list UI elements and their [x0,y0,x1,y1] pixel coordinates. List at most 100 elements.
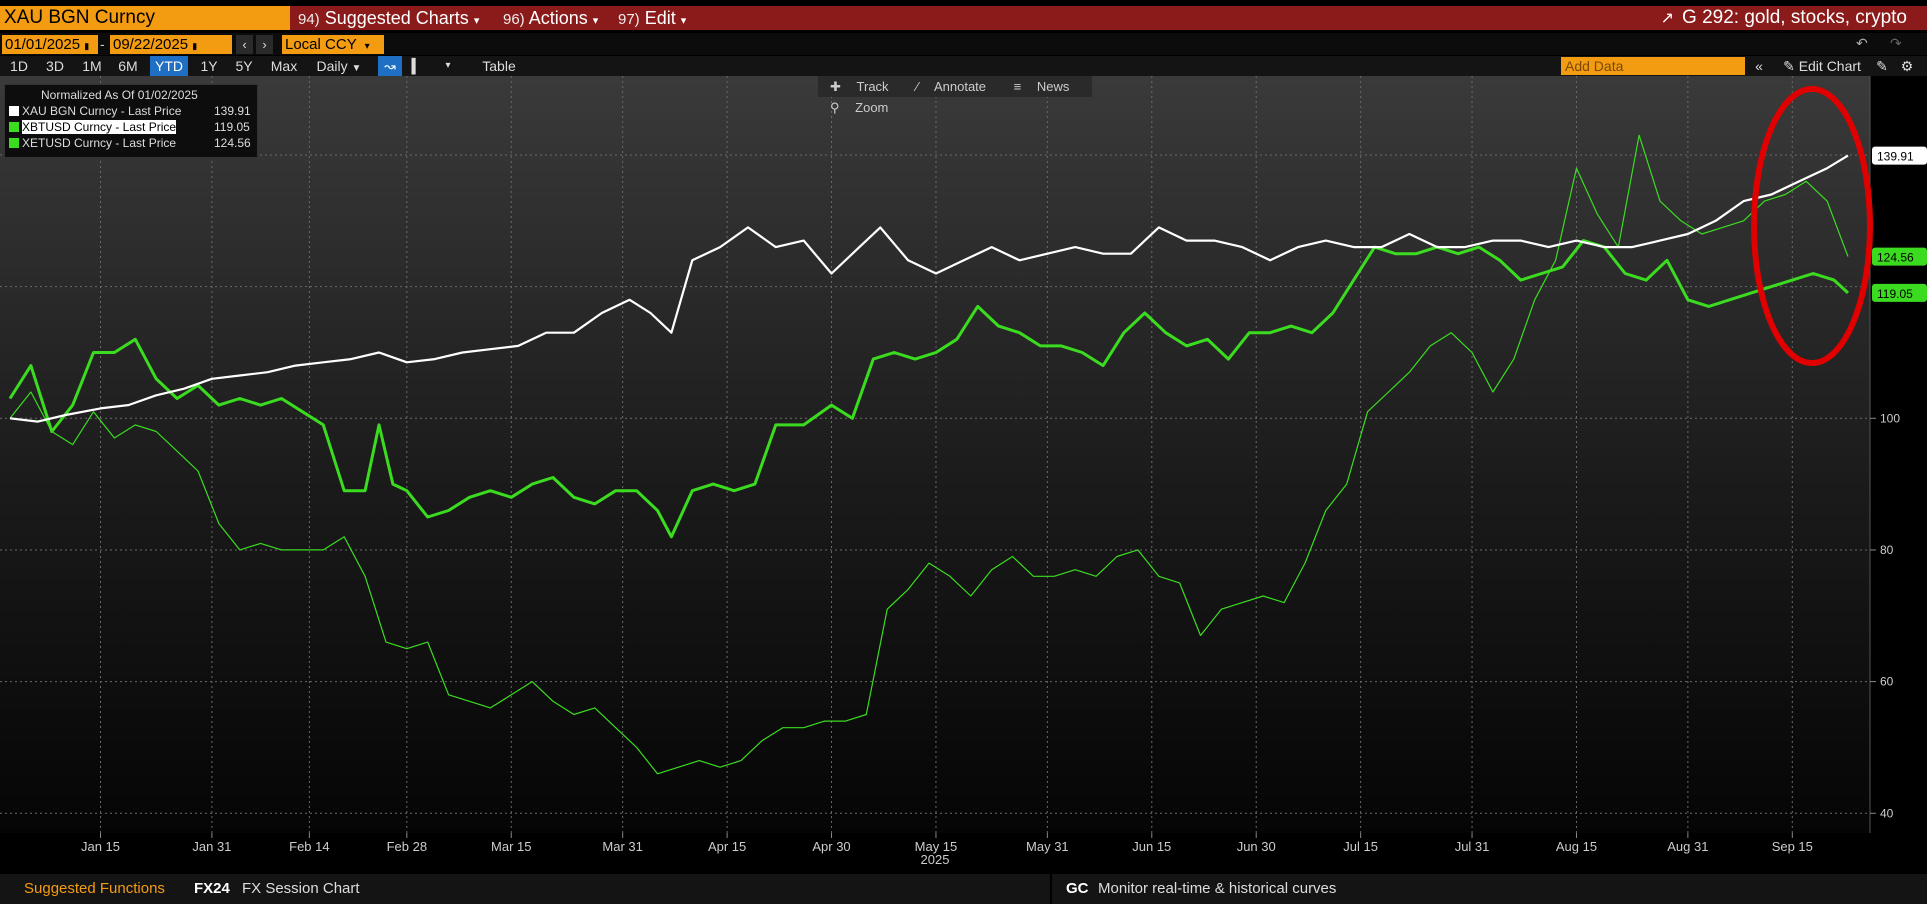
magnifier-icon: ⚲ [830,100,840,115]
x-tick-label: Jul 31 [1455,839,1490,854]
chevron-down-icon: ▼ [351,63,362,74]
gc-label[interactable]: Monitor real-time & historical curves [1098,880,1337,897]
news-label: News [1036,79,1070,94]
series-lines [8,134,1850,775]
end-date-value: 09/22/2025 [113,36,189,53]
bar-chart-icon[interactable]: ▍ [411,58,423,74]
annotate-button[interactable]: ∕ Annotate [904,76,998,97]
menu-label: Edit [644,8,676,28]
currency-select[interactable]: Local CCY ▾ [282,35,384,54]
price-chart[interactable]: 40 60 80 100 Jan 15 Jan 31 Feb 14 Feb 28 Mar 15… [0,76,1927,873]
add-data-input[interactable]: Add Data [1561,57,1745,75]
gc-code[interactable]: GC [1066,880,1089,897]
period-1d[interactable]: 1D [10,58,28,74]
series-line-xetusd [9,134,1849,775]
y-tick-label: 40 [1880,806,1894,820]
security-field[interactable]: XAU BGN Curncy [0,6,290,30]
menu-label: Suggested Charts [324,8,469,28]
y-tick-label: 60 [1880,675,1894,689]
crosshair-icon: ✚ [830,79,841,94]
x-tick-label: Aug 31 [1667,839,1708,854]
track-button[interactable]: ✚ Track [818,76,901,97]
period-max[interactable]: Max [270,58,298,74]
line-chart-icon[interactable]: ↝ [378,56,402,76]
fx24-code[interactable]: FX24 [194,880,230,897]
currency-value: Local CCY [285,36,357,53]
chart-legend[interactable]: Normalized As Of 01/02/2025 XAU BGN Curn… [4,84,258,158]
x-axis: Jan 15 Jan 31 Feb 14 Feb 28 Mar 15 Mar 31 Apr … [81,833,1813,854]
chevron-down-icon[interactable]: ▾ [445,60,451,71]
legend-item-gold[interactable]: XAU BGN Curncy - Last Price 139.91 [9,104,251,119]
x-tick-label: Jan 15 [81,839,120,854]
grid [0,76,1870,833]
start-date-input[interactable]: 01/01/2025 ▮ [2,35,98,54]
gear-icon[interactable]: ⚙ [1900,58,1914,74]
actions-menu[interactable]: 96) Actions ▾ [497,6,604,30]
bottom-bar: Suggested Functions FX24 FX Session Char… [0,874,1927,904]
pencil-icon[interactable]: ✎ [1876,58,1888,74]
pencil-icon: ✎ [1783,58,1795,74]
legend-label: XETUSD Curncy - Last Price [22,136,177,150]
chevron-left-icon: ‹ [242,37,247,52]
x-tick-label: May 31 [1026,839,1069,854]
end-date-input[interactable]: 09/22/2025 ▮ [110,35,232,54]
next-period-button[interactable]: › [256,35,273,54]
collapse-icon[interactable]: « [1755,58,1763,74]
zoom-button[interactable]: ⚲ Zoom [818,97,900,118]
frequency-select[interactable]: Daily ▼ [308,56,370,76]
suggested-charts-menu[interactable]: 94) Suggested Charts ▾ [292,6,485,30]
x-axis-year-label: 2025 [921,852,950,867]
chart-toolbar: ✚ Track ∕ Annotate ≡ News ⚲ Zoom [818,76,1092,115]
chart-name[interactable]: ↗ G 292: gold, stocks, crypto [1661,6,1907,30]
legend-item-btc[interactable]: XBTUSD Curncy - Last Price 119.05 [9,120,250,135]
x-tick-label: Feb 14 [289,839,329,854]
annotation-circle [1751,86,1873,366]
redo-icon[interactable]: ↷ [1890,35,1902,51]
edit-chart-button[interactable]: ✎ Edit Chart [1774,56,1870,76]
period-5y[interactable]: 5Y [235,58,253,74]
undo-icon[interactable]: ↶ [1856,35,1868,51]
menu-number: 94) [298,11,320,28]
prev-period-button[interactable]: ‹ [236,35,253,54]
edit-chart-label: Edit Chart [1798,58,1861,74]
legend-swatch [9,122,19,132]
x-tick-label: May 15 [915,839,958,854]
y-axis: 40 60 80 100 [1870,411,1900,820]
legend-swatch [9,106,19,116]
menu-number: 97) [618,11,640,28]
last-value-badge [1872,146,1927,165]
chevron-right-icon: › [262,37,267,52]
legend-value: 139.91 [214,104,251,118]
start-date-value: 01/01/2025 [5,36,81,53]
legend-item-eth[interactable]: XETUSD Curncy - Last Price 124.56 [9,136,251,151]
date-separator: - [100,36,105,52]
news-button[interactable]: ≡ News [1002,76,1082,97]
date-bar [0,33,1927,55]
legend-value: 124.56 [214,136,251,150]
x-tick-label: Mar 31 [602,839,642,854]
period-6m[interactable]: 6M [118,58,138,74]
edit-menu[interactable]: 97) Edit ▾ [612,6,692,30]
last-value-badge [1872,283,1927,302]
x-tick-label: Feb 28 [387,839,427,854]
x-tick-label: Sep 15 [1772,839,1813,854]
y-tick-label: 80 [1880,543,1894,557]
frequency-value: Daily [316,58,348,74]
last-value-text: 139.91 [1877,150,1914,164]
chevron-down-icon: ▾ [473,15,480,27]
period-1y[interactable]: 1Y [200,58,218,74]
x-tick-label: Aug 15 [1556,839,1597,854]
period-1m[interactable]: 1M [82,58,102,74]
series-line-xau [9,154,1849,423]
last-value-badge [1872,247,1927,266]
x-tick-label: Jun 15 [1132,839,1171,854]
chevron-down-icon: ▾ [364,41,370,52]
fx24-label[interactable]: FX Session Chart [242,880,360,897]
period-3d[interactable]: 3D [46,58,64,74]
x-tick-label: Apr 15 [708,839,746,854]
suggested-functions-label[interactable]: Suggested Functions [24,880,165,897]
chevron-down-icon: ▾ [680,15,687,27]
period-ytd[interactable]: YTD [150,56,188,76]
last-value-text: 119.05 [1877,287,1913,301]
table-button[interactable]: Table [482,58,516,74]
